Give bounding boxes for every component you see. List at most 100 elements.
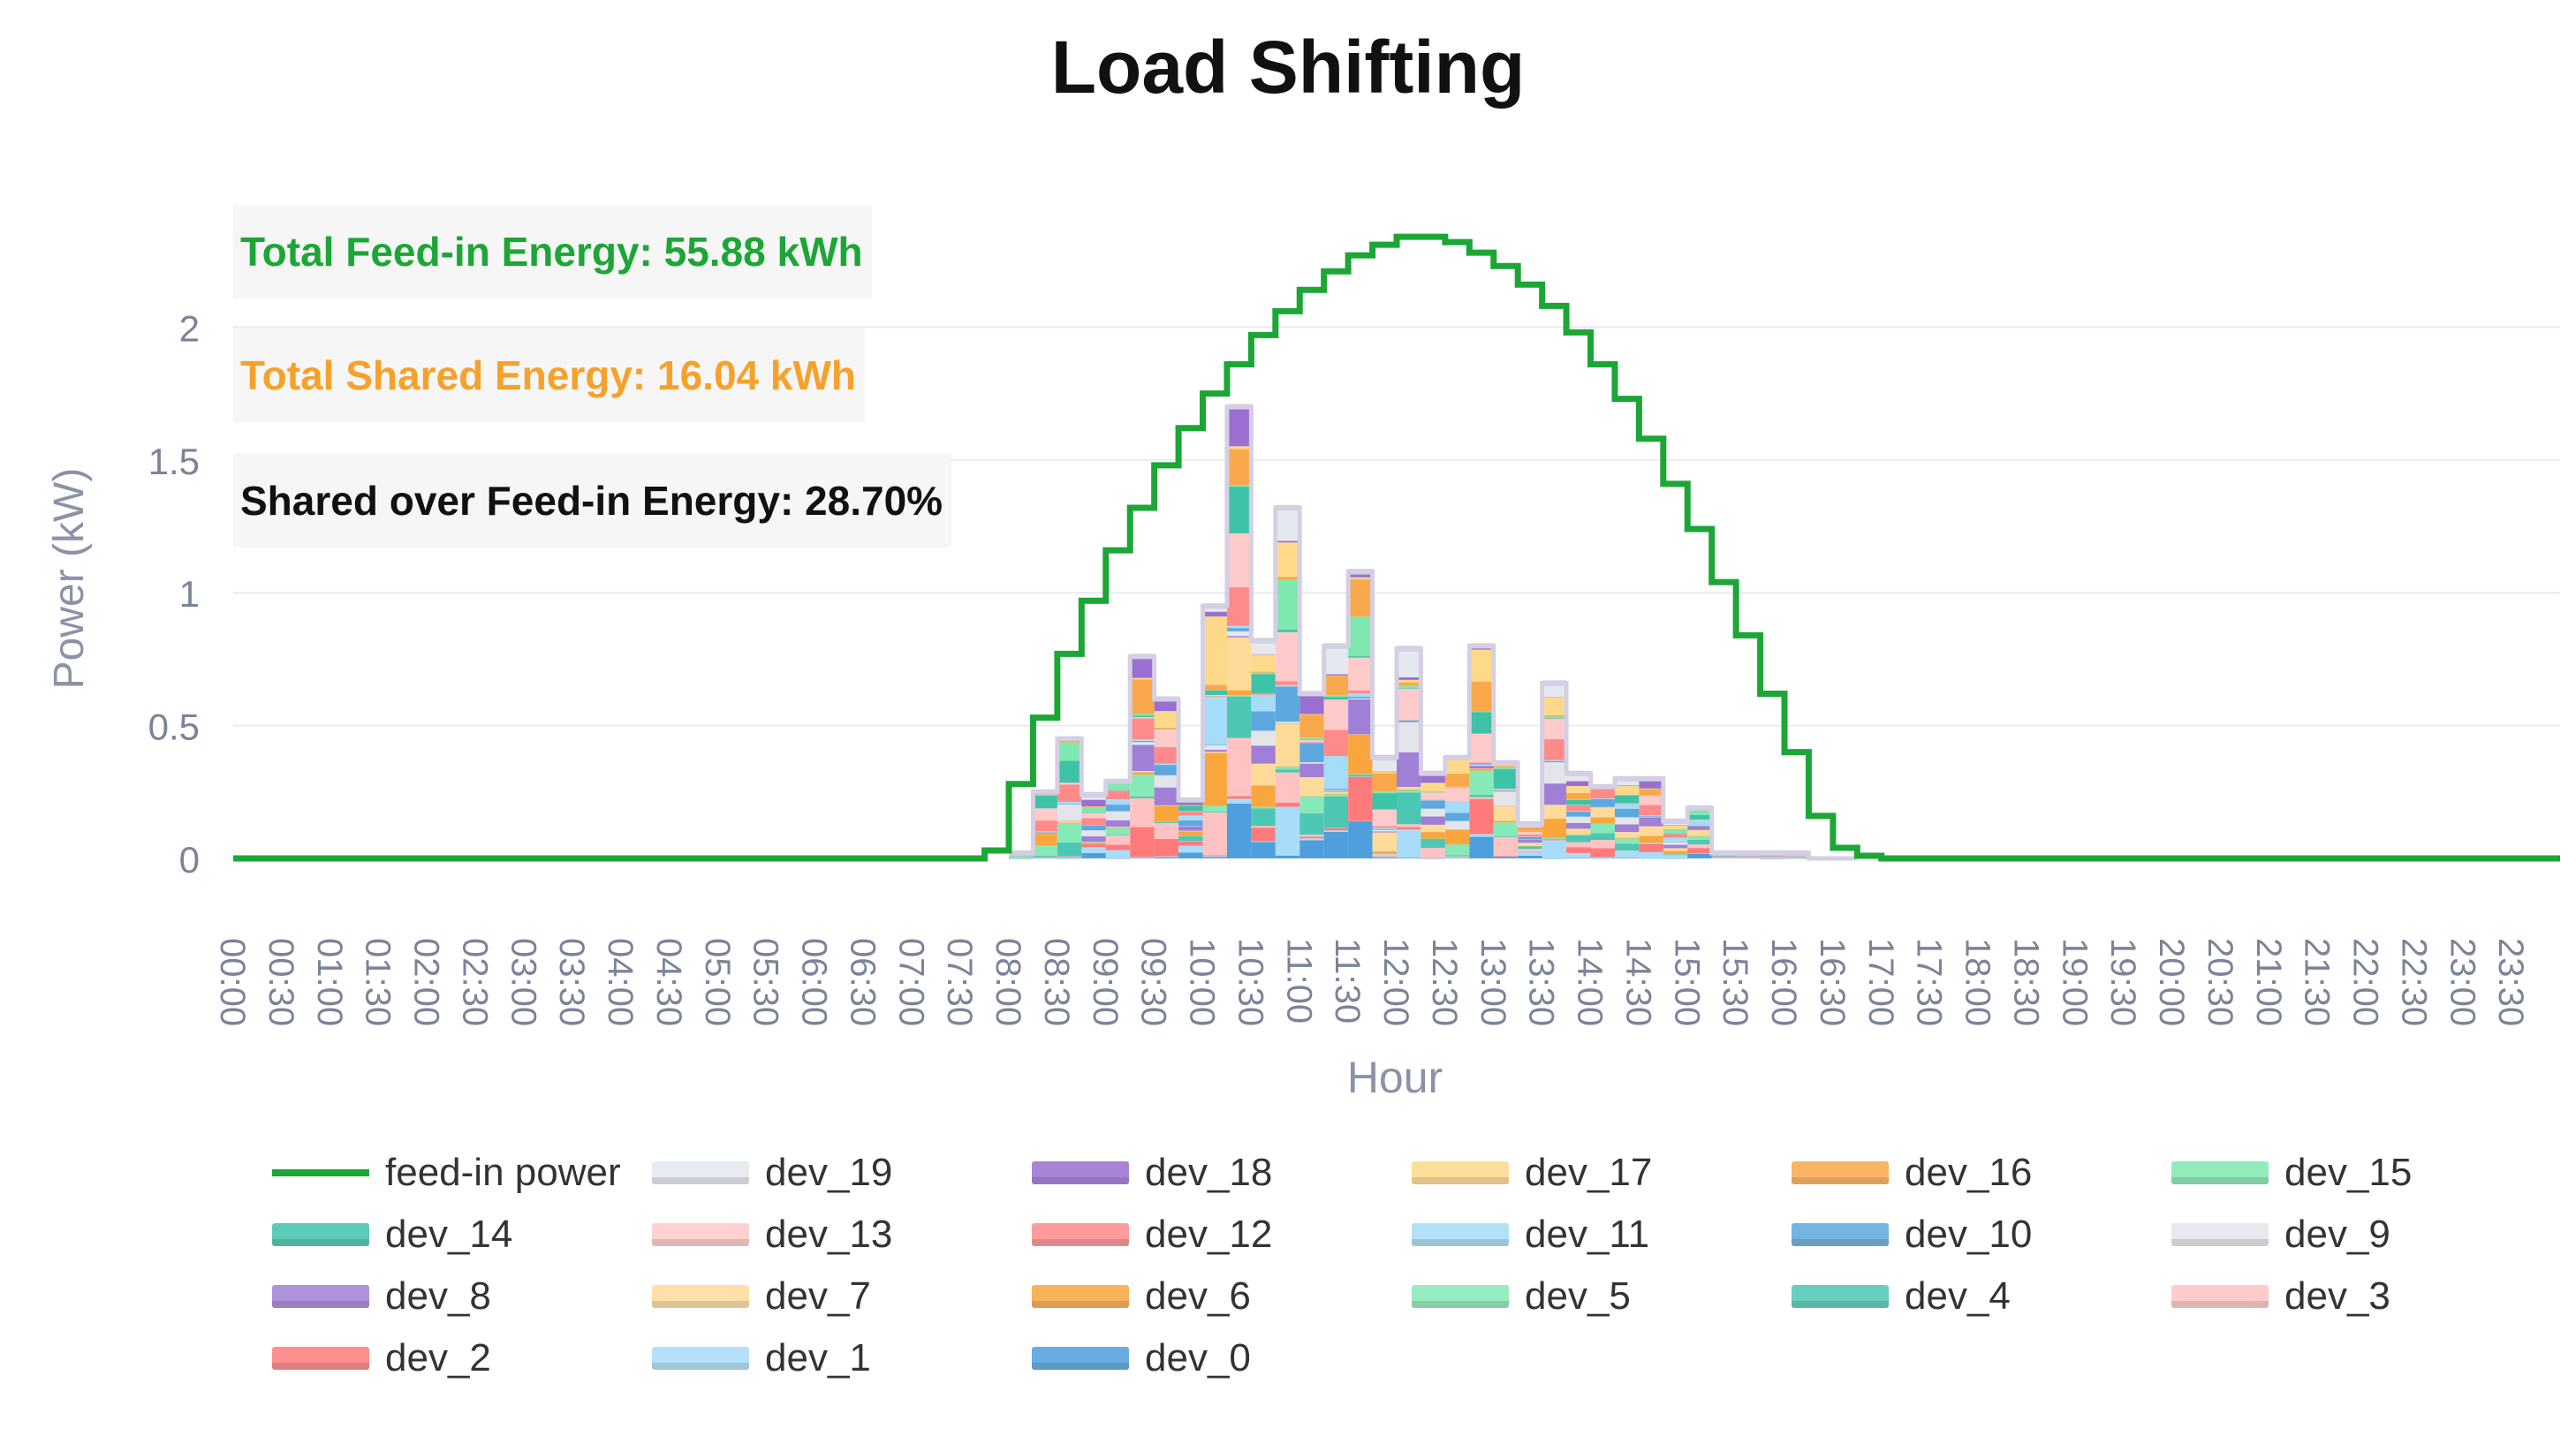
area-dev_8 [1348,699,1373,735]
area-dev_12 [1542,739,1567,760]
area-dev_6 [1202,752,1227,806]
area-dev_6 [1421,832,1445,839]
area-dev_0 [1542,858,1567,859]
area-dev_7 [1639,826,1663,836]
area-dev_14 [1397,688,1421,689]
area-dev_7 [1542,805,1567,820]
legend-item-dev-0[interactable]: dev_0 [1032,1334,1251,1383]
area-dev_1 [1784,858,1809,859]
x-tick-label: 18:00 [1959,938,1997,1026]
device-stack-column [1518,820,1542,858]
area-dev_15 [1299,737,1324,740]
area-dev_4 [1130,796,1155,798]
legend-item-dev-18[interactable]: dev_18 [1032,1148,1272,1198]
legend-swatch-edge [652,1363,749,1370]
x-tick-label: 00:00 [213,938,252,1026]
area-dev_5 [1009,856,1034,858]
area-dev_1 [1663,855,1688,858]
area-dev_2 [1397,827,1421,830]
area-dev_0 [1663,858,1688,859]
x-tick-label: 21:00 [2249,938,2288,1026]
legend-item-dev-10[interactable]: dev_10 [1792,1210,2032,1259]
area-dev_4 [1566,835,1591,843]
feed-in-series [233,233,2560,862]
area-dev_4 [1469,795,1494,797]
legend-item-dev-7[interactable]: dev_7 [652,1272,871,1321]
area-dev_8 [1614,824,1640,833]
legend-label: dev_4 [1905,1274,2011,1318]
area-dev_7 [1784,856,1809,858]
area-dev_2 [1105,844,1131,850]
area-dev_11 [1226,625,1252,629]
area-dev_2 [1057,856,1082,858]
area-dev_13 [1348,657,1373,691]
area-dev_10 [1057,803,1082,805]
area-dev_19 [1614,778,1640,786]
area-dev_7 [1057,820,1082,823]
area-dev_10 [1663,841,1688,843]
area-dev_9 [1590,806,1615,808]
area-dev_13 [1614,803,1640,805]
area-dev_17 [1226,446,1252,450]
legend-item-dev-19[interactable]: dev_19 [652,1148,892,1198]
x-tick-label: 09:30 [1134,938,1173,1026]
area-dev_6 [1226,690,1252,696]
legend-label: dev_13 [765,1213,893,1256]
legend-item-dev-15[interactable]: dev_15 [2171,1148,2412,1198]
area-dev_9 [1639,816,1663,818]
legend-item-dev-11[interactable]: dev_11 [1412,1210,1649,1259]
legend-swatch [652,1161,749,1184]
device-stack-column [1421,770,1445,859]
legend-item-dev-14[interactable]: dev_14 [272,1210,512,1259]
device-stack [1009,404,1858,861]
area-dev_7 [1421,824,1445,833]
area-dev_6 [1590,817,1615,824]
legend-swatch-edge [272,1239,369,1246]
area-dev_1 [1469,834,1494,837]
area-dev_8 [1372,831,1397,833]
legend-item-dev-12[interactable]: dev_12 [1032,1210,1272,1259]
area-dev_18 [1639,779,1663,789]
legend-item-dev-6[interactable]: dev_6 [1032,1272,1251,1321]
area-dev_1 [1178,845,1203,853]
area-dev_12 [1566,805,1591,812]
legend-swatch [2171,1285,2269,1308]
legend-item-dev-4[interactable]: dev_4 [1792,1272,2011,1321]
area-dev_10 [1299,743,1324,763]
x-tick-label: 14:00 [1571,938,1610,1026]
area-dev_14 [1711,855,1737,857]
legend-item-feed-in-power[interactable]: feed-in power [272,1148,621,1198]
legend-item-dev-8[interactable]: dev_8 [272,1272,491,1321]
x-tick-label: 13:00 [1474,938,1512,1026]
area-dev_14 [1687,814,1712,820]
area-dev_15 [1493,767,1519,769]
area-dev_15 [1421,791,1445,793]
area-dev_16 [1614,795,1640,796]
legend-item-dev-3[interactable]: dev_3 [2171,1272,2390,1321]
legend-item-dev-16[interactable]: dev_16 [1792,1148,2032,1198]
legend-item-dev-2[interactable]: dev_2 [272,1334,491,1383]
x-tick-label: 01:00 [310,938,349,1026]
area-dev_4 [1687,839,1712,845]
area-dev_18 [1130,657,1155,678]
line-feed-in-power [233,233,2560,862]
x-tick-label: 07:00 [891,938,930,1026]
area-dev_11 [1251,694,1276,712]
area-dev_3 [1590,840,1615,849]
area-dev_9 [1469,764,1494,767]
area-dev_11 [1154,763,1179,766]
legend-item-dev-9[interactable]: dev_9 [2171,1210,2390,1259]
legend-swatch-edge [1792,1239,1889,1246]
area-dev_10 [1226,628,1252,631]
area-dev_9 [1081,830,1106,836]
legend-label: dev_1 [765,1336,871,1379]
legend-item-dev-13[interactable]: dev_13 [652,1210,892,1259]
area-dev_12 [1348,690,1373,694]
legend-item-dev-5[interactable]: dev_5 [1412,1272,1631,1321]
area-dev_8 [1251,745,1276,764]
device-stack-column [1397,646,1421,858]
area-dev_2 [1178,841,1203,846]
legend-item-dev-17[interactable]: dev_17 [1412,1148,1652,1198]
legend-item-dev-1[interactable]: dev_1 [652,1334,871,1383]
area-dev_17 [1372,771,1397,774]
